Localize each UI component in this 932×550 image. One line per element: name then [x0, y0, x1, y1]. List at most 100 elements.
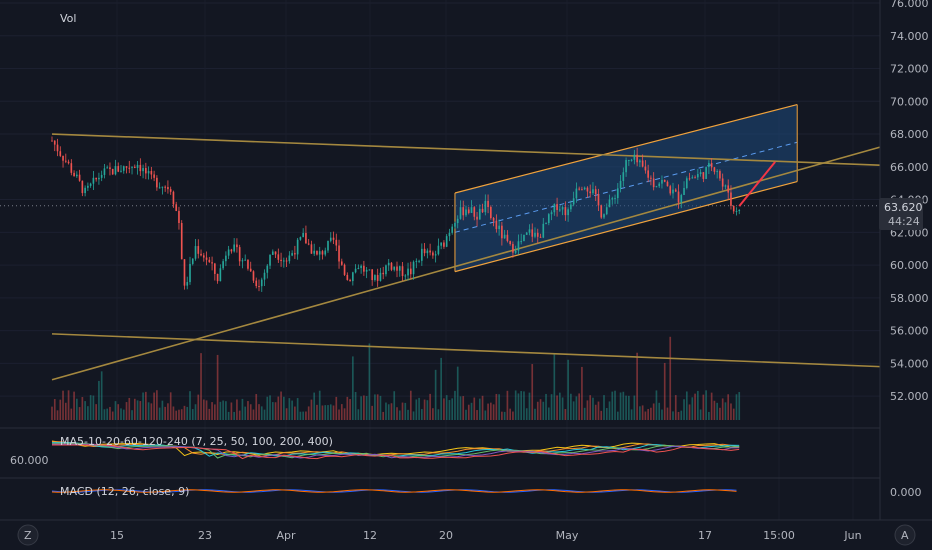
volume-bar — [227, 411, 230, 420]
candle-body — [343, 264, 346, 275]
volume-bar — [178, 409, 180, 420]
candle-body — [172, 191, 175, 205]
candle-body — [89, 183, 92, 186]
volume-bar — [636, 352, 638, 420]
volume-bar — [476, 410, 478, 420]
candle-body — [95, 177, 97, 180]
candle-body — [454, 223, 456, 227]
candle-body — [553, 204, 556, 213]
candle-body — [147, 171, 150, 174]
volume-bar — [440, 357, 442, 420]
candle-body — [445, 236, 448, 247]
ma-indicator-label[interactable]: MA5-10-20-60-120-240 (7, 25, 50, 100, 20… — [60, 435, 333, 448]
volume-bar — [194, 404, 197, 420]
candle-body — [641, 160, 644, 167]
candle-body — [84, 187, 86, 194]
candle-body — [490, 207, 492, 219]
y-tick-label: 76.000 — [890, 0, 929, 10]
volume-bar — [59, 399, 62, 420]
candle-body — [302, 233, 304, 238]
volume-bar — [721, 398, 724, 420]
volume-bar — [683, 399, 685, 420]
candle-body — [103, 168, 106, 175]
candle-body — [92, 177, 95, 184]
volume-bar — [495, 393, 498, 420]
candle-body — [531, 229, 534, 237]
grid — [0, 2, 880, 397]
volume-bar — [172, 406, 175, 420]
candle-body — [685, 178, 688, 188]
volume-bar — [142, 392, 144, 420]
volume-bar — [572, 401, 575, 420]
volume-bar — [340, 404, 343, 420]
volume-bar — [211, 402, 213, 420]
candle-body — [721, 178, 724, 187]
candle-body — [214, 263, 216, 274]
volume-bar — [147, 402, 150, 420]
candle-body — [556, 204, 558, 210]
volume-bar — [324, 405, 327, 420]
candle-body — [76, 174, 78, 177]
candle-body — [674, 189, 677, 192]
candle-body — [131, 166, 133, 168]
candle-body — [374, 275, 376, 281]
volume-bar — [561, 397, 564, 420]
candle-body — [169, 189, 172, 192]
volume-bar — [594, 404, 597, 420]
volume-bar — [202, 399, 205, 420]
candle-body — [81, 180, 84, 194]
candle-body — [266, 265, 269, 273]
volume-bar — [233, 411, 235, 420]
candle-body — [525, 232, 528, 235]
volume-bar — [200, 353, 202, 420]
trendlines[interactable] — [51, 133, 881, 381]
candle-body — [241, 260, 244, 262]
candle-body — [191, 258, 194, 264]
x-tick-label: 15 — [110, 529, 124, 542]
price-axis[interactable]: 52.00054.00056.00058.00060.00062.00064.0… — [879, 0, 929, 520]
volume-bar — [432, 408, 434, 420]
y-tick-label: 56.000 — [890, 325, 929, 338]
volume-bar — [379, 395, 382, 420]
candle-body — [346, 274, 349, 280]
candle-body — [327, 240, 329, 251]
candle-body — [78, 174, 81, 181]
candle-body — [263, 272, 266, 280]
macd-indicator-label[interactable]: MACD (12, 26, close, 9) — [60, 485, 189, 498]
candle-body — [484, 200, 487, 213]
candle-body — [542, 223, 545, 238]
time-axis[interactable]: 15 23 Apr 12 20 May 17 15:00 Jun — [0, 519, 932, 542]
x-tick-label: 23 — [198, 529, 212, 542]
candle-body — [677, 191, 680, 203]
volume-bar — [316, 404, 318, 420]
candle-body — [335, 239, 338, 246]
volume-bar — [490, 402, 492, 420]
candle-body — [564, 207, 567, 216]
auto-scale-button[interactable]: A — [894, 524, 916, 546]
volume-bar — [611, 391, 614, 420]
candle-body — [197, 246, 200, 254]
y-tick-label: 70.000 — [890, 95, 929, 108]
volume-bar — [661, 409, 663, 420]
candle-body — [175, 204, 178, 211]
candle-body — [600, 205, 603, 218]
volume-bar — [81, 397, 84, 420]
volume-bar — [332, 405, 335, 420]
candle-body — [111, 168, 114, 175]
candle-body — [658, 183, 661, 187]
volume-bar — [114, 401, 117, 420]
volume-bar — [589, 395, 592, 420]
candle-body — [269, 254, 271, 266]
forecast-arrow[interactable] — [738, 161, 776, 207]
candle-body — [710, 162, 713, 168]
candle-body — [338, 245, 340, 262]
ma-line — [52, 443, 740, 459]
volume-bar — [191, 409, 194, 420]
timezone-button[interactable]: Z — [17, 524, 39, 546]
volume-bar — [120, 408, 122, 420]
candle-body — [592, 189, 594, 194]
volume-bar — [525, 408, 528, 420]
parallel-channel[interactable] — [454, 103, 798, 273]
